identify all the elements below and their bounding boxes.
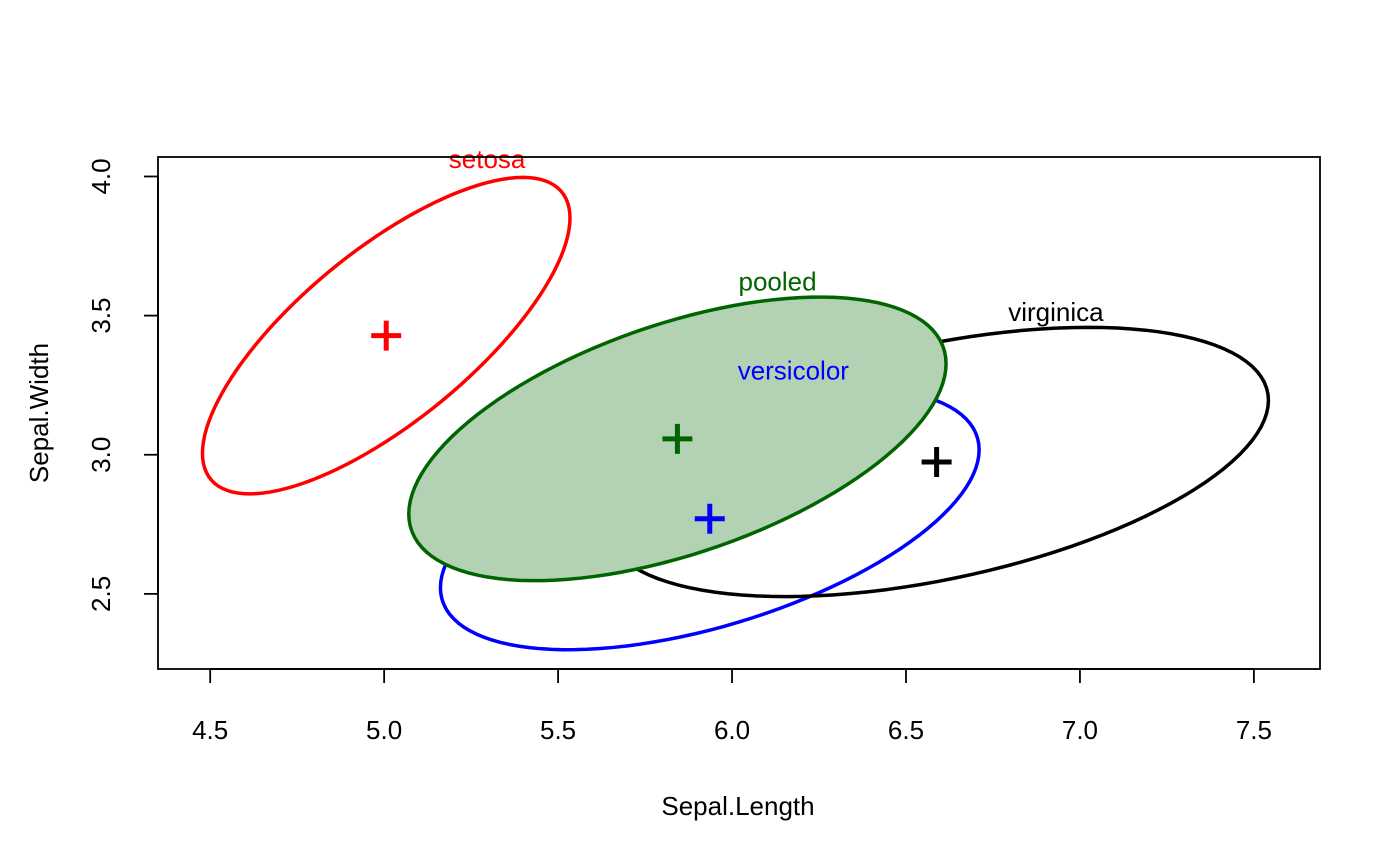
label-pooled: pooled bbox=[739, 267, 817, 297]
y-axis-label: Sepal.Width bbox=[24, 343, 54, 483]
x-tick-label: 5.0 bbox=[366, 715, 402, 745]
x-axis: 4.5 5.0 5.5 6.0 6.5 7.0 7.5 bbox=[192, 668, 1272, 745]
x-tick-label: 6.5 bbox=[888, 715, 924, 745]
ellipse-setosa bbox=[200, 175, 572, 496]
centroid-setosa bbox=[371, 320, 402, 351]
y-tick-label: 3.5 bbox=[86, 298, 116, 334]
centroids-layer bbox=[371, 320, 952, 534]
label-virginica: virginica bbox=[1008, 297, 1104, 327]
y-tick-label: 4.0 bbox=[86, 158, 116, 194]
x-tick-label: 4.5 bbox=[192, 715, 228, 745]
x-tick-label: 6.0 bbox=[714, 715, 750, 745]
centroid-pooled bbox=[662, 423, 693, 454]
centroid-virginica bbox=[921, 446, 952, 477]
y-axis: 2.5 3.0 3.5 4.0 bbox=[86, 158, 159, 612]
ellipses-layer bbox=[200, 175, 1271, 652]
x-tick-label: 7.5 bbox=[1236, 715, 1272, 745]
y-tick-label: 3.0 bbox=[86, 437, 116, 473]
x-tick-label: 7.0 bbox=[1062, 715, 1098, 745]
centroid-versicolor bbox=[694, 503, 725, 534]
y-tick-label: 2.5 bbox=[86, 576, 116, 612]
x-tick-label: 5.5 bbox=[540, 715, 576, 745]
group-labels-layer: setosa versicolor virginica pooled bbox=[449, 144, 1104, 385]
label-versicolor: versicolor bbox=[738, 356, 850, 386]
x-axis-label: Sepal.Length bbox=[661, 791, 814, 821]
label-setosa: setosa bbox=[449, 144, 526, 174]
